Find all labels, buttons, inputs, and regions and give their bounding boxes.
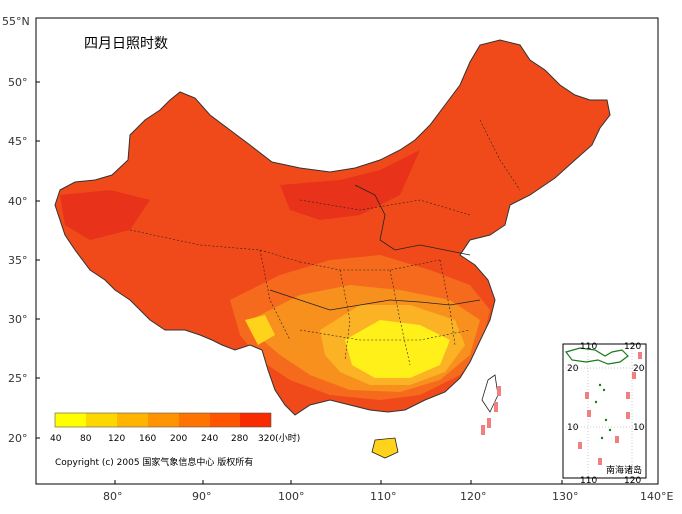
sea-dash xyxy=(626,412,630,419)
sea-dash xyxy=(585,392,589,399)
inset-title: 南海诸岛 xyxy=(606,464,642,476)
south-china-sea-inset: 110 120 20 20 10 10 110 120 南海诸岛 xyxy=(562,342,647,486)
legend: 40 80 120 160 200 240 280 320(小时) xyxy=(50,412,300,444)
legend-tick: 80 xyxy=(80,434,92,444)
province-line xyxy=(439,259,456,346)
sea-dash xyxy=(481,425,485,435)
sea-boundary-dashes xyxy=(481,386,501,435)
legend-swatch xyxy=(179,413,210,427)
legend-tick: 120 xyxy=(108,434,125,444)
inset-coastline xyxy=(564,347,629,365)
legend-border xyxy=(54,412,272,428)
zone-deep-red xyxy=(280,150,420,220)
province-line xyxy=(299,259,441,271)
rivers xyxy=(269,184,481,311)
legend-swatch xyxy=(240,413,271,427)
yangtze-river xyxy=(269,289,481,311)
lat-label: 55°N xyxy=(2,15,30,28)
lon-label: 80° xyxy=(103,490,123,503)
legend-swatch xyxy=(55,413,86,427)
sea-dash xyxy=(638,352,642,359)
sea-dash xyxy=(615,436,619,443)
china-border xyxy=(54,39,611,416)
sea-dash xyxy=(578,442,582,449)
inset-lon-label: 120 xyxy=(624,476,641,486)
inset-lat-label: 20 xyxy=(633,364,645,374)
zone-red xyxy=(120,60,600,265)
legend-tick: 200 xyxy=(170,434,187,444)
sea-dash xyxy=(632,372,636,379)
legend-swatch xyxy=(148,413,179,427)
sea-dash xyxy=(598,458,602,465)
province-line xyxy=(389,269,411,366)
lon-label: 130° xyxy=(552,490,579,503)
legend-tick: 280 xyxy=(231,434,248,444)
hainan-island xyxy=(371,437,399,459)
lat-label: 45° xyxy=(8,135,28,148)
map-title: 四月日照时数 xyxy=(84,36,168,52)
lat-label: 25° xyxy=(8,372,28,385)
legend-tick: 40 xyxy=(50,434,62,444)
lon-label: 90° xyxy=(192,490,212,503)
tick-marks xyxy=(36,81,563,484)
longitude-labels: 80° 90° 100° 110° 120° 130° 140°E xyxy=(103,490,673,503)
sea-dash xyxy=(494,402,498,412)
zone-yellow xyxy=(345,320,450,378)
legend-tick: 320(小时) xyxy=(258,432,300,444)
legend-tick: 160 xyxy=(139,434,156,444)
inset-lat-label: 20 xyxy=(567,364,579,374)
lat-label: 30° xyxy=(8,313,28,326)
legend-swatch xyxy=(86,413,117,427)
legend-ticks: 40 80 120 160 200 240 280 320(小时) xyxy=(50,432,300,444)
inset-lat-label: 10 xyxy=(633,423,645,433)
province-line xyxy=(129,229,301,263)
sea-dash xyxy=(626,392,630,399)
yellow-river xyxy=(354,184,471,256)
lat-label: 35° xyxy=(8,254,28,267)
lon-label: 110° xyxy=(370,490,397,503)
sea-dash xyxy=(487,418,491,428)
inset-lon-label: 110 xyxy=(580,476,597,486)
inset-labels: 110 120 20 20 10 10 110 120 南海诸岛 xyxy=(567,342,645,486)
lat-label: 50° xyxy=(8,76,28,89)
zone-deep-red-west xyxy=(60,190,150,240)
inset-lon-label: 110 xyxy=(580,342,597,352)
lon-label: 140°E xyxy=(640,490,673,503)
inset-lon-label: 120 xyxy=(624,342,641,352)
legend-swatch xyxy=(117,413,148,427)
province-line xyxy=(339,269,351,361)
legend-tick: 240 xyxy=(201,434,218,444)
legend-swatches xyxy=(55,413,271,427)
inset-lat-label: 10 xyxy=(567,423,579,433)
lon-label: 100° xyxy=(278,490,305,503)
inset-boundary-dashes xyxy=(578,352,642,465)
inset-islands xyxy=(594,383,612,440)
province-borders xyxy=(129,119,521,366)
latitude-labels: 55°N 50° 45° 40° 35° 30° 25° 20° xyxy=(2,15,30,445)
province-line xyxy=(479,119,521,191)
zone-yellow-west xyxy=(245,315,275,345)
sea-dash xyxy=(497,386,501,396)
lat-label: 40° xyxy=(8,195,28,208)
legend-swatch xyxy=(210,413,240,427)
lon-label: 120° xyxy=(460,490,487,503)
lat-label: 20° xyxy=(8,432,28,445)
sea-dash xyxy=(587,410,591,417)
province-line xyxy=(259,249,291,341)
copyright-text: Copyright (c) 2005 国家气象信息中心 版权所有 xyxy=(55,456,253,468)
